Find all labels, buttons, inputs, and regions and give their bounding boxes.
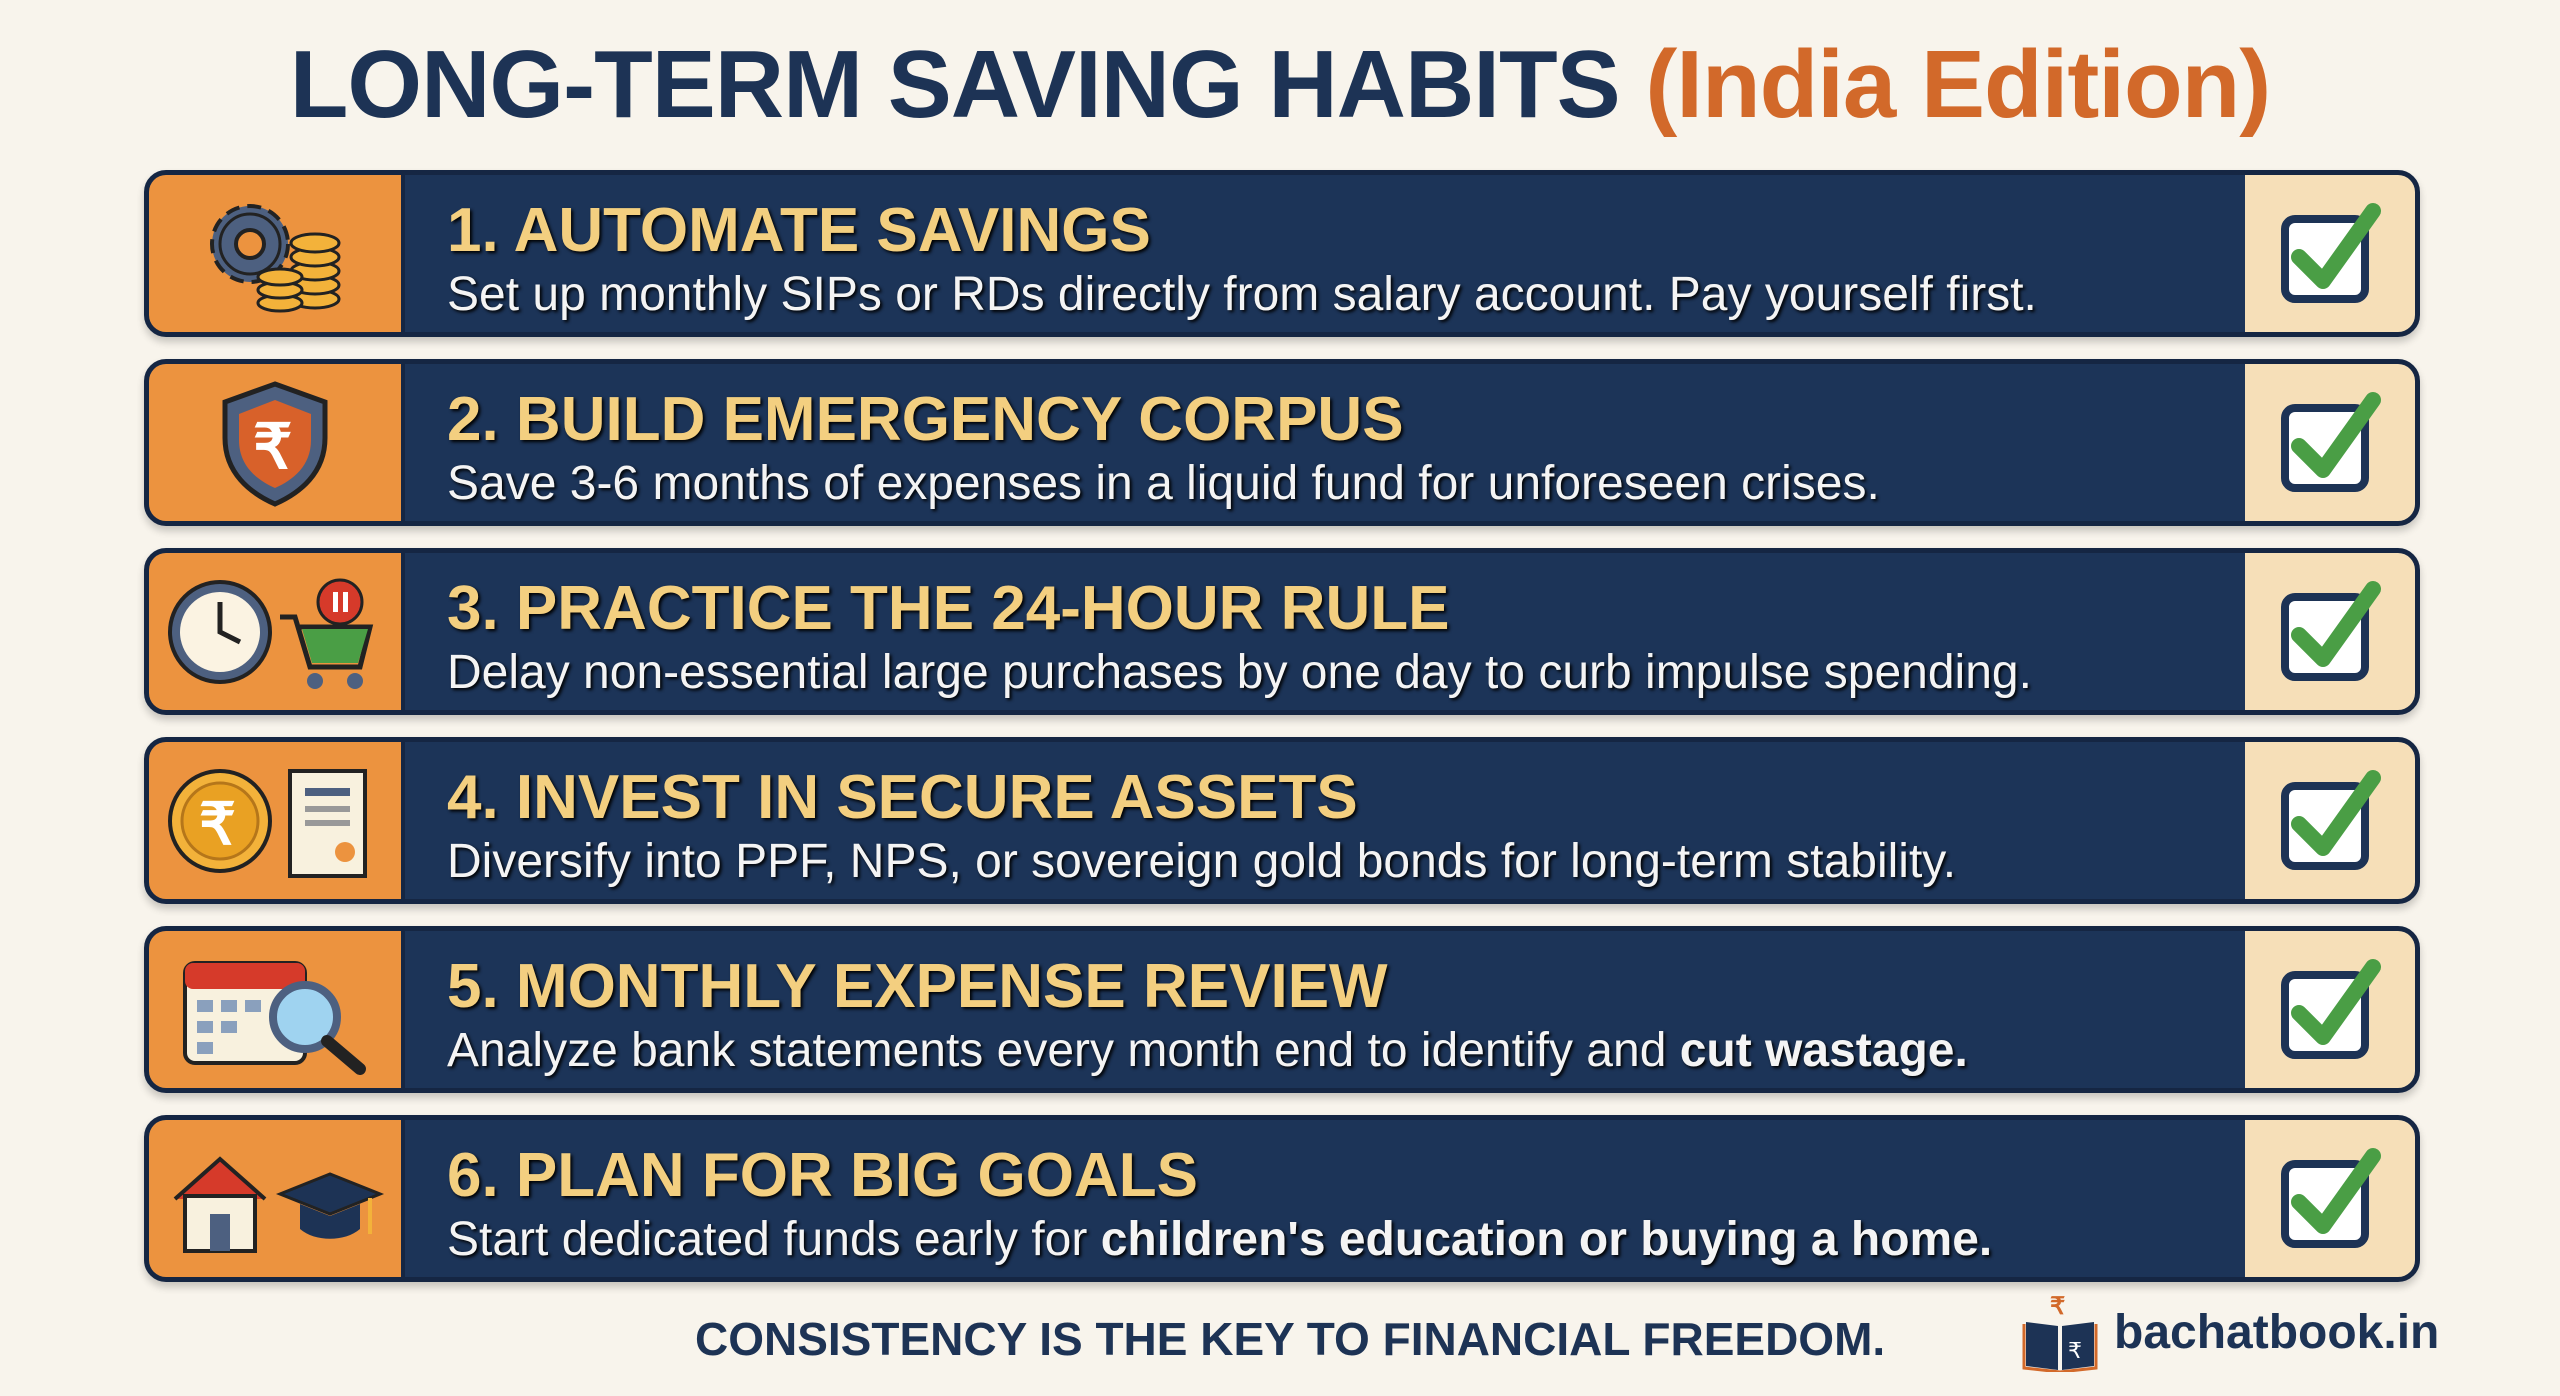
habit-description: Diversify into PPF, NPS, or sovereign go… xyxy=(447,835,1957,888)
calendar-magnifier-icon xyxy=(149,931,405,1088)
rupee-book-icon: ₹₹ xyxy=(2022,1293,2098,1372)
habit-checkbox xyxy=(2245,364,2415,521)
habit-checkbox xyxy=(2245,175,2415,332)
checkbox-checked-icon xyxy=(2281,391,2381,492)
page-title: LONG-TERM SAVING HABITS (India Edition) xyxy=(289,31,2271,138)
brand-logo: ₹ ₹ bachatbook.in xyxy=(2020,1292,2439,1372)
rupee-shield-icon: ₹ xyxy=(149,364,405,521)
habit-description: Save 3-6 months of expenses in a liquid … xyxy=(447,457,1880,510)
svg-text:₹: ₹ xyxy=(199,792,236,857)
habit-heading: 5. MONTHLY EXPENSE REVIEW xyxy=(447,952,1388,1021)
habit-description: Analyze bank statements every month end … xyxy=(447,1024,1968,1077)
habit-heading: 4. INVEST IN SECURE ASSETS xyxy=(447,763,1358,832)
gear-coins-icon xyxy=(149,175,405,332)
checkbox-checked-icon xyxy=(2281,1147,2381,1248)
habit-row: 6. PLAN FOR BIG GOALS Start dedicated fu… xyxy=(144,1115,2420,1282)
habit-heading: 1. AUTOMATE SAVINGS xyxy=(447,196,1151,265)
habit-row: 3. PRACTICE THE 24-HOUR RULE Delay non-e… xyxy=(144,548,2420,715)
habit-row: ₹ 4. INVEST IN SECURE ASSETS Diversify i… xyxy=(144,737,2420,904)
habit-heading: 2. BUILD EMERGENCY CORPUS xyxy=(447,385,1404,454)
habit-description: Set up monthly SIPs or RDs directly from… xyxy=(447,268,2037,321)
habit-row: 1. AUTOMATE SAVINGS Set up monthly SIPs … xyxy=(144,170,2420,337)
checkbox-checked-icon xyxy=(2281,769,2381,870)
footer-tagline: CONSISTENCY IS THE KEY TO FINANCIAL FREE… xyxy=(695,1313,1886,1365)
checkbox-checked-icon xyxy=(2281,958,2381,1059)
svg-text:₹: ₹ xyxy=(2050,1293,2065,1320)
habit-checkbox xyxy=(2245,1120,2415,1277)
habit-checkbox xyxy=(2245,553,2415,710)
checkbox-checked-icon xyxy=(2281,202,2381,303)
checkbox-checked-icon xyxy=(2281,580,2381,681)
svg-text:₹: ₹ xyxy=(253,413,292,482)
rupee-coin-certificate-icon: ₹ xyxy=(149,742,405,899)
habit-row: ₹ 2. BUILD EMERGENCY CORPUS Save 3-6 mon… xyxy=(144,359,2420,526)
clock-cart-icon xyxy=(149,553,405,710)
habit-checkbox xyxy=(2245,742,2415,899)
habit-row: 5. MONTHLY EXPENSE REVIEW Analyze bank s… xyxy=(144,926,2420,1093)
habit-heading: 6. PLAN FOR BIG GOALS xyxy=(447,1141,1198,1210)
svg-text:₹: ₹ xyxy=(2068,1338,2082,1363)
habit-description: Start dedicated funds early for children… xyxy=(447,1213,1993,1266)
habit-checkbox xyxy=(2245,931,2415,1088)
house-graduation-cap-icon xyxy=(149,1120,405,1277)
habit-heading: 3. PRACTICE THE 24-HOUR RULE xyxy=(447,574,1450,643)
habit-description: Delay non-essential large purchases by o… xyxy=(447,646,2032,699)
